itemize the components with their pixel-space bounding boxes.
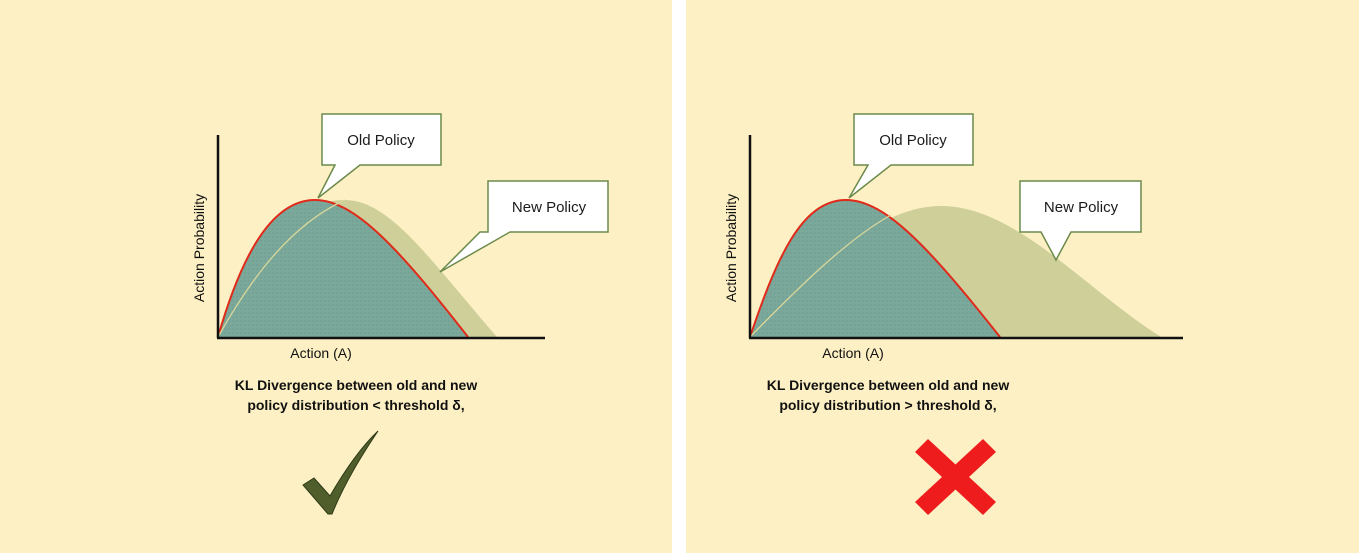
caption: KL Divergence between old and new policy… [698,375,1078,415]
old-policy-outline [217,198,469,338]
left-panel: Action Probability Action (A) Old Policy… [0,0,672,553]
new-policy-callout [1019,180,1142,262]
x-axis-label: Action (A) [290,345,351,361]
new-policy-callout [439,180,609,273]
old-policy-label: Old Policy [879,132,947,149]
old-policy-callout [317,113,442,199]
new-policy-trace [749,214,892,338]
y-axis-label: Action Probability [191,194,207,302]
right-panel: Action Probability Action (A) Old Policy… [686,0,1359,553]
new-policy-label: New Policy [1044,199,1119,216]
new-policy-trace [217,199,346,338]
left-diagram: Action Probability Action (A) Old Policy… [191,113,609,515]
old-policy-label: Old Policy [347,132,415,149]
old-policy-callout [848,113,974,199]
check-mark-icon [302,430,379,515]
x-axis-label: Action (A) [822,345,883,361]
caption-line-1: KL Divergence between old and new [766,377,1010,393]
right-diagram: Action Probability Action (A) Old Policy… [723,113,1183,515]
caption-line-2: policy distribution < threshold δ, [247,397,465,413]
new-policy-label: New Policy [512,199,587,216]
cross-mark-icon [915,439,996,515]
caption-line-1: KL Divergence between old and new [234,377,478,393]
caption: KL Divergence between old and new policy… [166,375,546,415]
y-axis-label: Action Probability [723,194,739,302]
caption-line-2: policy distribution > threshold δ, [779,397,997,413]
old-policy-outline [749,198,1001,338]
